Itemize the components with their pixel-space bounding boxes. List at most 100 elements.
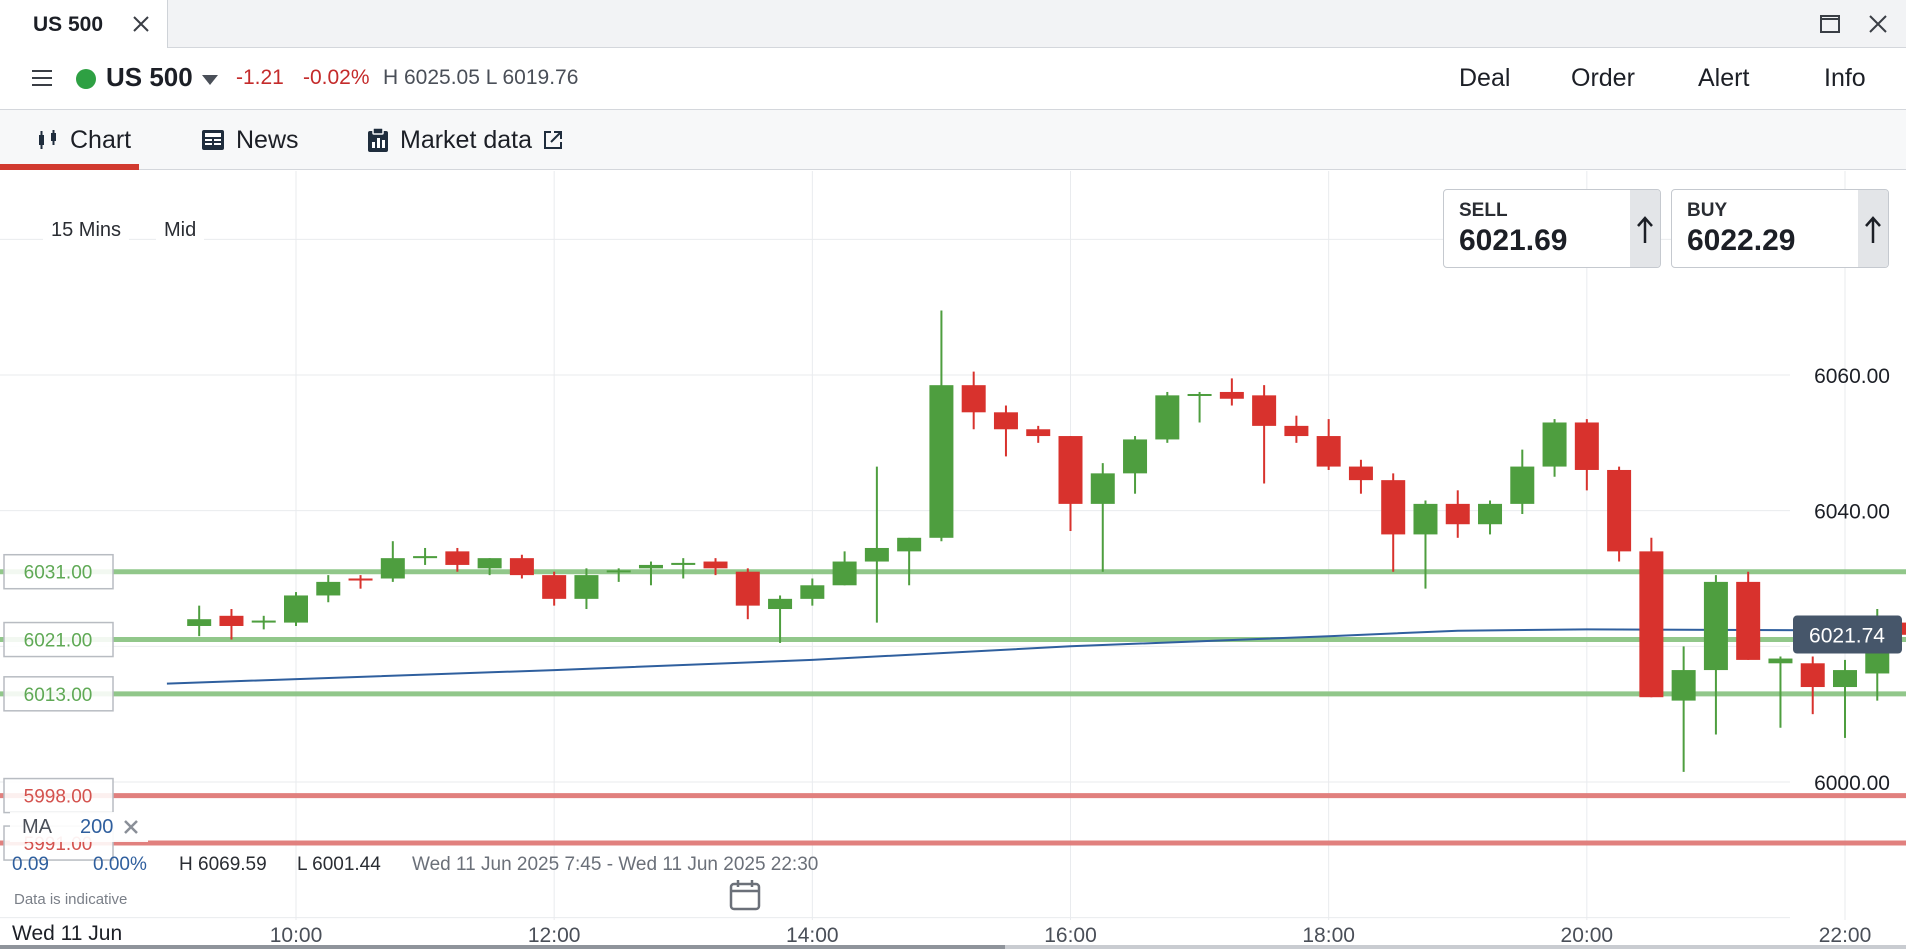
- tab-chart[interactable]: Chart: [0, 110, 140, 170]
- candle: [380, 541, 405, 582]
- candle: [1123, 436, 1148, 494]
- candle: [1478, 500, 1503, 535]
- x-tick-label: 20:00: [1561, 924, 1614, 947]
- candle: [929, 310, 954, 542]
- window-tab[interactable]: US 500: [0, 0, 168, 49]
- candlestick-icon: [39, 130, 56, 149]
- candle-body: [413, 556, 438, 559]
- axes: 6000.00 6040.00 6060.00 10:00 12:00 14:00 16:0…: [270, 365, 1902, 947]
- x-tick-label: 22:00: [1819, 924, 1872, 947]
- candle: [735, 568, 760, 620]
- current-price-tag: [1793, 615, 1902, 654]
- price-change-percent: -0.02%: [303, 66, 370, 89]
- maximize-icon[interactable]: [1816, 10, 1844, 38]
- close-window-icon[interactable]: [1864, 10, 1892, 38]
- level-label-box: [3, 676, 114, 712]
- candle-body: [832, 561, 857, 586]
- y-tick-label: 6000.00: [1814, 772, 1890, 795]
- candle-body: [1510, 466, 1535, 504]
- candle: [1574, 419, 1599, 491]
- candle-body: [929, 385, 954, 538]
- ma-indicator-chip[interactable]: MA 200: [10, 812, 148, 842]
- x-tick-label: 14:00: [786, 924, 839, 947]
- disclaimer: Data is indicative: [14, 891, 128, 908]
- tab-news[interactable]: News: [200, 110, 299, 170]
- candle: [1413, 500, 1438, 589]
- candle-body: [638, 564, 663, 569]
- candle: [1607, 466, 1632, 562]
- calendar-icon[interactable]: [728, 878, 762, 912]
- external-link-icon: [544, 131, 563, 149]
- candle: [1542, 419, 1567, 477]
- candle: [864, 466, 889, 623]
- info-button[interactable]: Info: [1824, 64, 1866, 92]
- candle: [251, 615, 276, 630]
- candle: [1639, 537, 1664, 698]
- hamburger-menu-icon[interactable]: [30, 66, 54, 90]
- candle: [1833, 659, 1857, 738]
- tab-market-data[interactable]: Market data: [366, 110, 564, 170]
- candle-body: [1478, 503, 1503, 525]
- x-tick-label: 10:00: [270, 924, 323, 947]
- candle-body: [1574, 422, 1599, 470]
- candle: [638, 561, 663, 586]
- candle: [509, 554, 534, 579]
- ma-stat-value: 0.09: [12, 854, 49, 875]
- sell-arrow-up-icon: [1630, 190, 1660, 267]
- candle: [445, 547, 470, 572]
- candle-body: [1284, 425, 1309, 437]
- range-low: L 6001.44: [297, 854, 381, 875]
- remove-indicator-icon[interactable]: [123, 819, 139, 835]
- alert-button[interactable]: Alert: [1698, 64, 1750, 92]
- candle: [1187, 391, 1212, 423]
- interval-selector[interactable]: 15 Mins: [43, 219, 130, 242]
- level-label-box: [3, 777, 114, 814]
- level-label: 5998.00: [24, 787, 93, 808]
- current-price-label: 6021.74: [1809, 625, 1885, 648]
- window-tab-title: US 500: [33, 12, 104, 36]
- candle: [1219, 378, 1244, 406]
- candle-body: [574, 575, 599, 599]
- sell-button[interactable]: SELL 6021.69: [1443, 189, 1661, 268]
- sell-price: 6021.69: [1459, 224, 1568, 257]
- candle: [897, 537, 922, 586]
- y-tick-label: 6060.00: [1814, 365, 1890, 388]
- candle-body: [864, 547, 889, 562]
- close-tab-icon[interactable]: [129, 12, 153, 36]
- candle: [1703, 575, 1728, 735]
- candle-body: [1768, 658, 1793, 664]
- tab-news-label: News: [236, 125, 299, 154]
- buy-button[interactable]: BUY 6022.29: [1671, 189, 1889, 268]
- date-label: Wed 11 Jun: [12, 922, 123, 945]
- candle-body: [1252, 395, 1277, 426]
- price-type-selector[interactable]: Mid: [156, 219, 205, 242]
- caret-down-icon[interactable]: [201, 74, 219, 86]
- candle: [768, 595, 793, 643]
- candle: [187, 605, 212, 637]
- candle: [1768, 656, 1793, 728]
- candle-body: [542, 575, 567, 599]
- candle-body: [606, 570, 631, 573]
- candle-body: [1833, 670, 1857, 688]
- candle: [1510, 449, 1535, 515]
- order-button[interactable]: Order: [1571, 64, 1635, 92]
- candles: [187, 310, 1906, 772]
- candle-body: [316, 581, 341, 596]
- candle: [1252, 385, 1277, 484]
- candle: [1155, 391, 1180, 443]
- instrument-name[interactable]: US 500: [106, 62, 193, 92]
- candle-body: [1155, 395, 1180, 440]
- x-tick-label: 18:00: [1302, 924, 1355, 947]
- candle-body: [1219, 391, 1244, 399]
- candle: [671, 558, 696, 579]
- candle: [1445, 490, 1470, 538]
- deal-button[interactable]: Deal: [1459, 64, 1511, 92]
- candle: [1090, 463, 1115, 572]
- candle-body: [961, 385, 986, 413]
- level-label-box: [3, 621, 114, 658]
- sell-label: SELL: [1459, 200, 1508, 221]
- candle-body: [1607, 469, 1632, 552]
